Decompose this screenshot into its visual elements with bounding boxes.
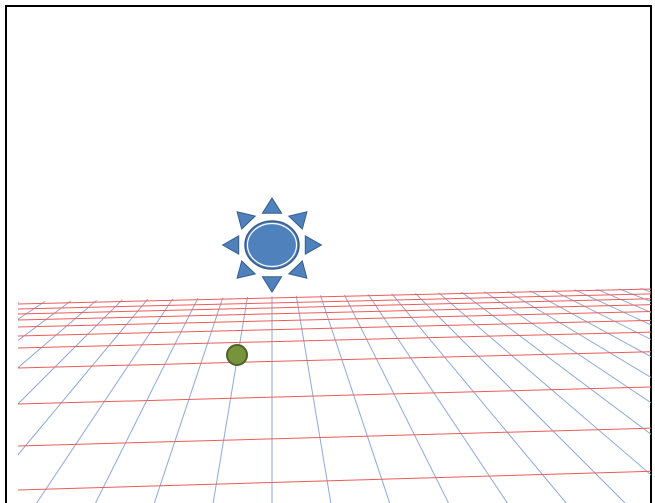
grid-cross-line	[18, 331, 651, 349]
sun-highlight	[246, 222, 298, 268]
sun-ray	[261, 197, 283, 214]
grid-cross-line	[18, 319, 651, 337]
grid-depth-line	[31, 288, 183, 503]
grid-depth-line	[564, 288, 651, 503]
grid-depth-line	[316, 288, 393, 503]
grid-cross-line	[18, 470, 651, 491]
grid-depth-line	[541, 288, 651, 503]
grid-depth-line	[384, 288, 573, 503]
grid-depth-line	[519, 288, 651, 503]
grid-depth-line	[474, 288, 651, 503]
grid-cross-line	[18, 351, 651, 369]
grid-depth-line	[451, 288, 651, 503]
sun-rays	[221, 197, 323, 293]
sun-ray	[287, 260, 308, 279]
sun-ray	[287, 211, 308, 230]
sun	[221, 197, 323, 293]
grid-depth-line	[0, 285, 2, 503]
ball	[226, 344, 248, 366]
grid-depth-line	[18, 288, 138, 503]
grid-depth-line	[18, 288, 160, 503]
grid-depth-line	[18, 288, 115, 503]
grid-depth-line	[211, 288, 250, 503]
grid-depth-line	[429, 288, 651, 503]
floor-grid	[0, 285, 651, 503]
grid-depth-line	[361, 288, 513, 503]
sun-ray	[236, 211, 257, 230]
sun-disc	[244, 220, 300, 270]
sun-ray	[261, 276, 283, 293]
grid-depth-line	[18, 288, 93, 503]
sun-ray	[236, 260, 257, 279]
grid-cross-line	[18, 311, 651, 328]
grid-depth-line	[339, 288, 453, 503]
frame	[5, 5, 652, 503]
grid-cross-line	[18, 293, 651, 310]
grid-cross-line	[18, 304, 651, 321]
grid-cross-line	[18, 386, 651, 405]
grid-cross-line	[18, 298, 651, 315]
sun-ray	[304, 235, 323, 255]
grid-depth-line	[294, 288, 333, 503]
sun-ray	[221, 235, 240, 255]
grid-cross-line	[18, 427, 651, 447]
grid-cross-line	[18, 288, 651, 305]
